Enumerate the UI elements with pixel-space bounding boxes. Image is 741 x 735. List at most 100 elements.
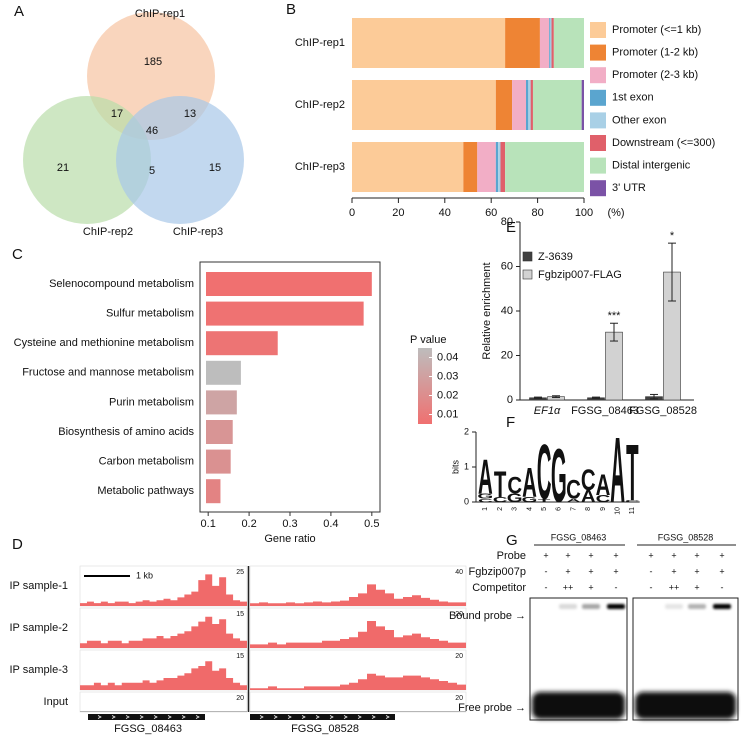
legend-label: 3' UTR [612, 182, 646, 194]
legend-swatch [590, 157, 606, 174]
bar-segment [551, 18, 554, 68]
legend-tick-label: 0.04 [437, 351, 458, 363]
bar [206, 360, 241, 385]
logo-letter: A [478, 449, 493, 504]
strand-arrow [301, 715, 306, 719]
bar-segment [495, 80, 513, 130]
track-scale: 15 [236, 611, 244, 618]
bar-segment [528, 80, 531, 130]
bound-band [582, 604, 600, 609]
logo-letter: C [507, 472, 522, 499]
bar [206, 390, 237, 415]
bar-segment [530, 80, 533, 130]
lane-mark: - [721, 582, 724, 592]
panel-label: C [12, 246, 23, 263]
signal-area [80, 711, 247, 712]
logo-letter: C [625, 500, 640, 503]
category-label: Carbon metabolism [99, 456, 194, 468]
gel-title: FGSG_08463 [551, 532, 607, 542]
position-label: 6 [556, 507, 563, 511]
legend-label: Downstream (<=300) [612, 137, 715, 149]
track-frame [79, 691, 248, 713]
venn-count: 5 [149, 165, 155, 177]
signal-area [250, 711, 466, 712]
y-tick-label: 40 [501, 305, 513, 317]
panel-label: F [506, 414, 515, 431]
legend-swatch [590, 89, 606, 106]
signal-area [250, 584, 466, 606]
legend-label: Promoter (1-2 kb) [612, 47, 698, 59]
lane-mark: + [648, 550, 653, 560]
legend-tick-label: 0.02 [437, 389, 458, 401]
x-tick-label: 60 [485, 207, 497, 219]
strand-arrow [287, 715, 292, 719]
track-scale: 20 [236, 695, 244, 702]
category-label: ChIP-rep3 [295, 161, 345, 173]
bound-band [713, 604, 731, 609]
error-bar [592, 396, 600, 399]
lane-mark: + [719, 550, 724, 560]
free-label: Free probe → [458, 702, 526, 714]
position-label: 1 [482, 507, 489, 511]
bar-segment [581, 80, 584, 130]
position-label: 7 [570, 507, 577, 511]
y-tick-label: 80 [501, 216, 513, 228]
strand-arrow [259, 715, 264, 719]
row-label: Probe [497, 550, 526, 562]
x-tick-label: 40 [439, 207, 451, 219]
error-bar [650, 393, 658, 400]
logo-letter: C [493, 496, 508, 504]
error-bar [668, 242, 676, 302]
legend-label: Fgbzip007-FLAG [538, 269, 622, 281]
y-axis-label: bits [450, 460, 460, 475]
legend-swatch [590, 135, 606, 151]
position-label: 11 [629, 507, 636, 514]
x-axis-label: (%) [607, 207, 624, 219]
logo-letter: A [522, 459, 537, 506]
strand-arrow [111, 715, 116, 719]
panel-label: B [286, 1, 296, 18]
bound-band [688, 604, 706, 609]
y-tick-label: 0 [507, 394, 513, 406]
bar-segment [549, 18, 551, 68]
strand-arrow [343, 715, 348, 719]
bar-segment [500, 142, 506, 192]
strand-arrow [195, 715, 200, 719]
venn-count: 17 [111, 108, 123, 120]
category-label: Purin metabolism [109, 396, 194, 408]
logo-letter: A [610, 419, 625, 523]
venn-set-label: ChIP-rep1 [135, 8, 185, 20]
legend-label: Other exon [612, 114, 666, 126]
bound-label: Bound probe → [449, 610, 526, 622]
strand-arrow [357, 715, 362, 719]
x-tick-label: 0.5 [364, 518, 379, 530]
position-label: 4 [526, 507, 533, 511]
signal-area [80, 616, 247, 648]
strand-arrow [371, 715, 376, 719]
logo-letter: A [596, 469, 611, 502]
bar [206, 449, 231, 474]
track-label: IP sample-2 [10, 622, 69, 634]
legend-swatch [590, 112, 606, 129]
x-tick-label: 0.2 [241, 518, 256, 530]
panel-label: E [506, 219, 516, 236]
position-label: 10 [614, 507, 621, 515]
bar [605, 331, 623, 401]
venn-count: 185 [144, 56, 162, 68]
position-label: 9 [600, 507, 607, 511]
x-tick-label: 20 [392, 207, 404, 219]
x-tick-label: 80 [531, 207, 543, 219]
legend-label: Promoter (2-3 kb) [612, 69, 698, 81]
bar [206, 272, 372, 296]
legend-swatch [590, 22, 606, 38]
x-tick-label: 0.3 [282, 518, 297, 530]
position-label: 8 [585, 507, 592, 511]
x-tick-label: 0.4 [323, 518, 338, 530]
lane-mark: + [565, 566, 570, 576]
y-tick-label: 20 [501, 349, 513, 361]
panel-label: A [14, 3, 24, 20]
y-axis-label: Relative enrichment [481, 262, 493, 359]
legend-title: P value [410, 334, 447, 346]
lane-mark: + [565, 550, 570, 560]
